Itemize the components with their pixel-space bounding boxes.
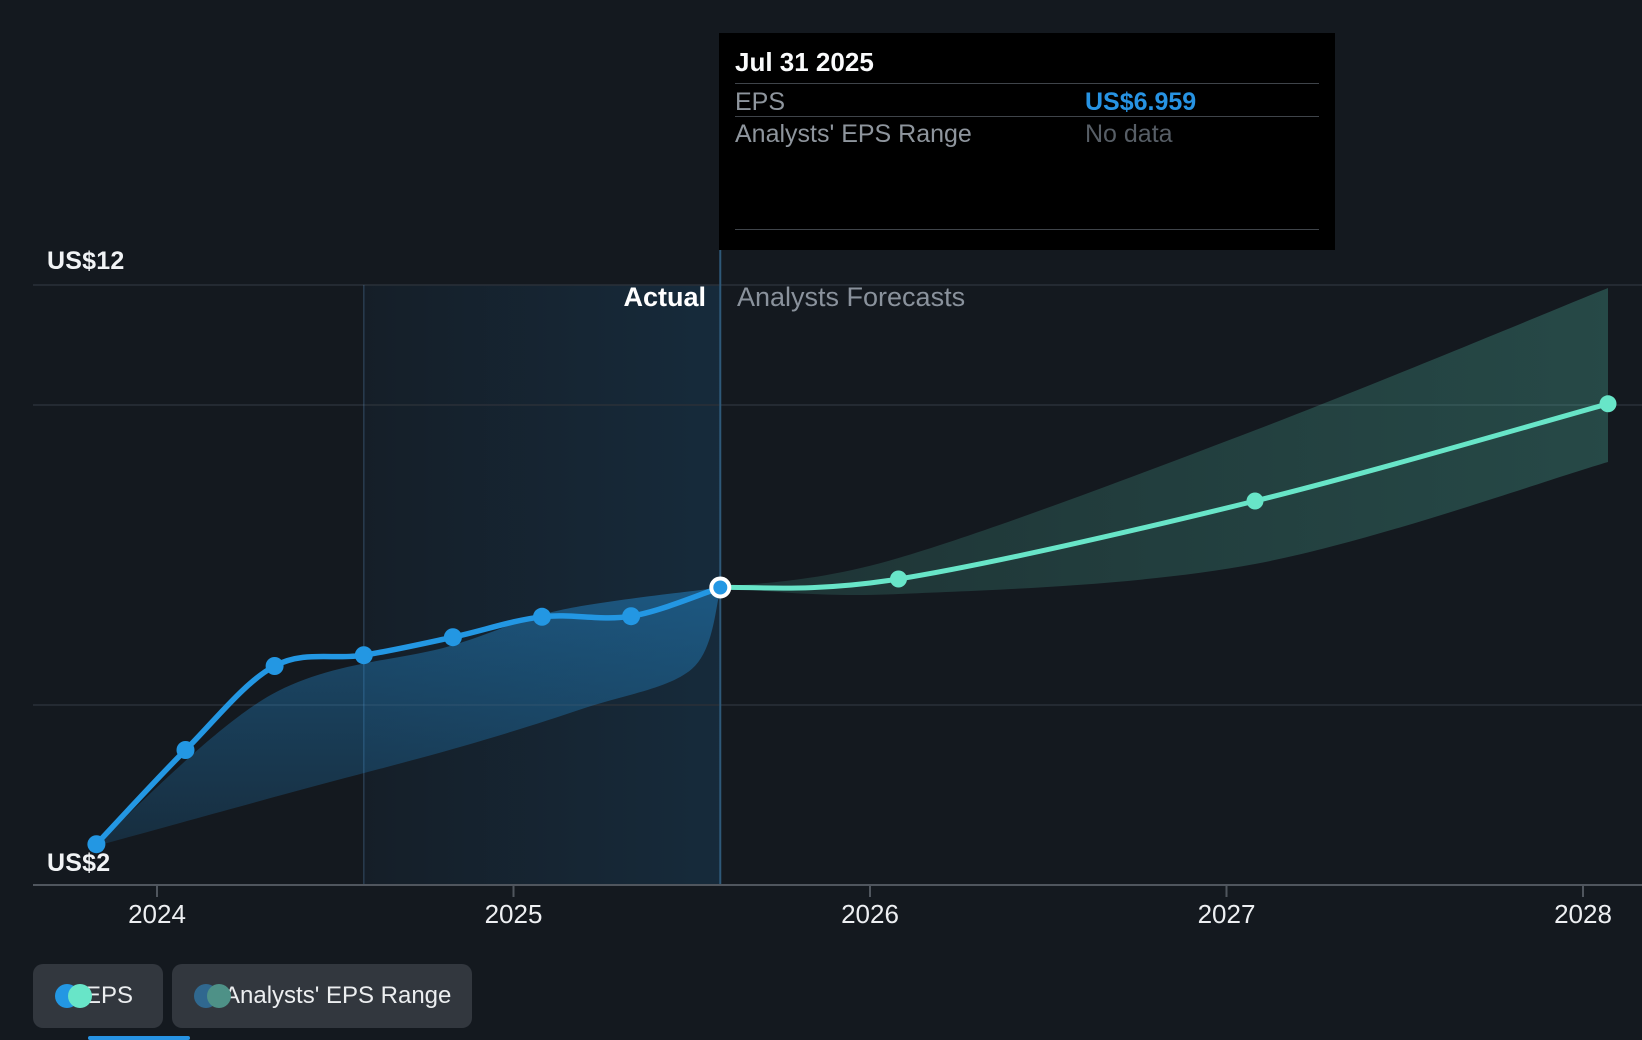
y-axis-max-label: US$12 bbox=[47, 247, 125, 275]
x-axis-label-2026: 2026 bbox=[841, 899, 899, 929]
x-axis-label-2027: 2027 bbox=[1197, 899, 1256, 929]
x-axis-label-2028: 2028 bbox=[1554, 899, 1612, 929]
actual-section-label: Actual bbox=[623, 282, 706, 312]
eps-actual-point bbox=[533, 607, 551, 626]
tooltip-divider bbox=[735, 229, 1319, 230]
tooltip-eps-label: EPS bbox=[735, 88, 786, 116]
legend-toggle-eps[interactable]: EPS bbox=[33, 964, 163, 1028]
analysts-eps-range-band bbox=[720, 288, 1608, 595]
eps-forecast-point bbox=[1599, 395, 1617, 413]
x-axis-label-2024: 2024 bbox=[128, 899, 186, 929]
eps-actual-point bbox=[443, 628, 462, 647]
transition-point bbox=[709, 576, 732, 599]
range-legend-icon bbox=[194, 984, 232, 1008]
tooltip-divider bbox=[735, 83, 1319, 84]
eps-actual-point bbox=[176, 741, 195, 759]
x-axis-label-2025: 2025 bbox=[484, 899, 543, 929]
y-axis-min-label: US$2 bbox=[47, 849, 111, 877]
chart-tooltip: Jul 31 2025 EPS US$6.959 Analysts' EPS R… bbox=[719, 33, 1335, 250]
scroll-indicator[interactable] bbox=[88, 1036, 190, 1040]
tooltip-row-eps-range: Analysts' EPS Range No data bbox=[735, 120, 1319, 148]
trailing-year-highlight-band bbox=[364, 285, 720, 885]
eps-actual-point bbox=[265, 657, 284, 675]
eps-actual-point bbox=[354, 646, 373, 665]
tooltip-row-eps: EPS US$6.959 bbox=[735, 88, 1319, 116]
eps-forecast-line bbox=[717, 401, 1611, 591]
range-teal-dot-icon bbox=[207, 984, 231, 1008]
tooltip-divider bbox=[735, 116, 1319, 117]
tooltip-range-value: No data bbox=[1085, 120, 1173, 148]
tooltip-date: Jul 31 2025 bbox=[735, 47, 874, 77]
tooltip-eps-value: US$6.959 bbox=[1085, 88, 1197, 116]
legend-range-label: Analysts' EPS Range bbox=[224, 982, 452, 1009]
eps-forecast-point bbox=[890, 570, 907, 588]
eps-actual-point bbox=[622, 607, 641, 626]
eps-forecast-point bbox=[1246, 492, 1264, 510]
eps-legend-icon bbox=[55, 984, 93, 1008]
legend-toggle-analysts-eps-range[interactable]: Analysts' EPS Range bbox=[172, 964, 472, 1028]
tooltip-range-label: Analysts' EPS Range bbox=[735, 120, 972, 148]
forecast-section-label: Analysts Forecasts bbox=[737, 282, 966, 312]
legend-eps-label: EPS bbox=[85, 982, 134, 1009]
eps-actual-point bbox=[87, 835, 106, 854]
actual-eps-band bbox=[96, 587, 721, 846]
eps-teal-dot-icon bbox=[68, 984, 92, 1008]
